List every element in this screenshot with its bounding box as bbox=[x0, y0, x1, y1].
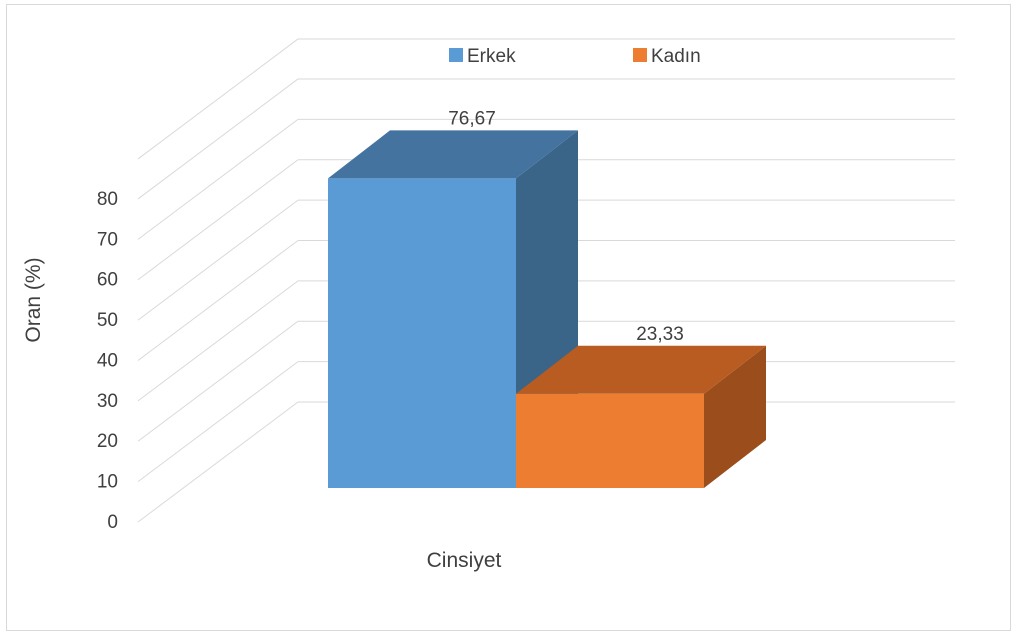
bar-top-erkek bbox=[328, 130, 578, 179]
gridline-side bbox=[137, 78, 299, 200]
y-tick-label: 40 bbox=[97, 350, 118, 371]
y-axis-ticks: 0 10 20 30 40 50 60 70 80 bbox=[97, 189, 118, 533]
gridline-side bbox=[137, 38, 299, 160]
legend-swatch-erkek bbox=[449, 48, 463, 62]
x-axis-title: Cinsiyet bbox=[427, 549, 502, 572]
legend: Erkek Kadın bbox=[449, 46, 701, 67]
y-tick-label: 70 bbox=[97, 229, 118, 250]
y-tick-label: 20 bbox=[97, 431, 118, 452]
gridline-side bbox=[137, 280, 299, 402]
y-axis-title: Oran (%) bbox=[22, 257, 45, 342]
y-tick-label: 0 bbox=[107, 512, 118, 533]
legend-swatch-kadın bbox=[633, 48, 647, 62]
data-label-kadın: 23,33 bbox=[636, 324, 684, 345]
bar-top-kadın bbox=[516, 345, 766, 394]
gridline-side bbox=[137, 361, 299, 483]
y-tick-label: 10 bbox=[97, 472, 118, 493]
gridline-side bbox=[137, 401, 299, 523]
bars bbox=[328, 130, 766, 488]
legend-label-kadın: Kadın bbox=[651, 46, 701, 67]
gridline-side bbox=[137, 118, 299, 240]
gridline-side bbox=[137, 159, 299, 281]
gridline-side bbox=[137, 240, 299, 361]
bar-erkek bbox=[328, 178, 516, 488]
bar-kadın bbox=[516, 393, 704, 488]
data-label-erkek: 76,67 bbox=[448, 108, 496, 129]
y-tick-label: 80 bbox=[97, 189, 118, 210]
gridline-side bbox=[137, 320, 299, 442]
y-tick-label: 50 bbox=[97, 310, 118, 331]
y-tick-label: 60 bbox=[97, 270, 118, 291]
gridline-side bbox=[137, 199, 299, 321]
data-labels: 76,67 23,33 bbox=[448, 108, 684, 344]
legend-label-erkek: Erkek bbox=[467, 46, 516, 67]
y-tick-label: 30 bbox=[97, 391, 118, 412]
bar-side-kadın bbox=[704, 345, 766, 488]
